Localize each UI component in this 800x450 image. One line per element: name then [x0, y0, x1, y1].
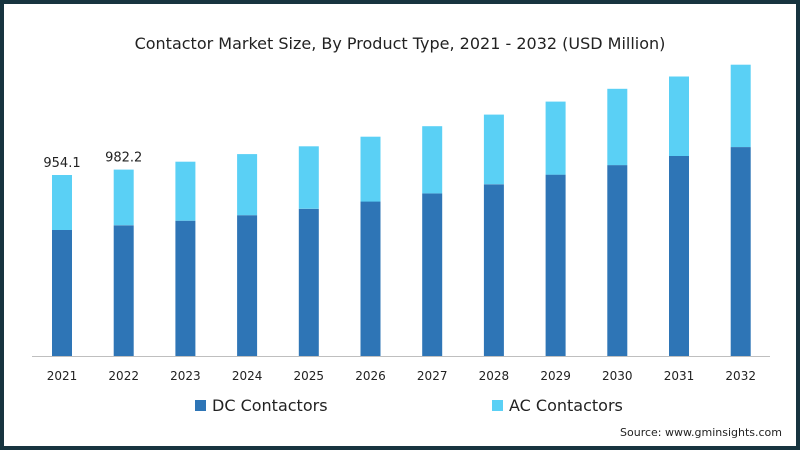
x-tick-labels: 2021 2022 2023 2024 2025 2026 2027 2028 2029 2030… [47, 369, 756, 383]
bar-dc-2021 [52, 230, 72, 356]
bar-layer [52, 64, 751, 356]
bar-ac-2022 [113, 169, 134, 226]
bar-ac-2028 [483, 114, 504, 185]
bar-ac-2030 [607, 88, 628, 166]
data-label-2022: 982.2 [105, 151, 142, 166]
x-tick-2027: 2027 [417, 369, 448, 383]
bar-ac-2032 [730, 64, 751, 147]
bar-ac-2027 [422, 126, 443, 194]
x-tick-2030: 2030 [602, 369, 633, 383]
bar-ac-2024 [237, 154, 258, 216]
x-tick-2023: 2023 [170, 369, 201, 383]
x-tick-2028: 2028 [479, 369, 510, 383]
x-tick-2029: 2029 [540, 369, 571, 383]
bar-dc-2026 [360, 201, 381, 356]
bar-dc-2027 [422, 193, 443, 356]
bar-dc-2024 [237, 215, 258, 356]
data-label-2021: 954.1 [43, 156, 80, 171]
legend-label-dc: DC Contactors [212, 396, 328, 415]
bar-ac-2023 [175, 161, 196, 221]
source-note: Source: www.gminsights.com [620, 426, 782, 439]
legend: DC Contactors AC Contactors [0, 396, 800, 418]
legend-item-dc: DC Contactors [195, 396, 328, 415]
bar-ac-2021 [52, 175, 72, 230]
bar-ac-2025 [298, 146, 319, 209]
bar-dc-2029 [545, 174, 566, 356]
bar-ac-2031 [669, 76, 689, 156]
x-tick-2022: 2022 [108, 369, 139, 383]
legend-swatch-dc [195, 400, 206, 411]
legend-label-ac: AC Contactors [509, 396, 623, 415]
x-tick-2021: 2021 [47, 369, 78, 383]
bar-dc-2032 [730, 147, 751, 356]
bar-ac-2029 [545, 101, 566, 175]
bar-dc-2030 [607, 165, 628, 356]
x-tick-2026: 2026 [355, 369, 386, 383]
x-tick-2031: 2031 [664, 369, 695, 383]
legend-swatch-ac [492, 400, 503, 411]
bar-dc-2028 [483, 184, 504, 356]
data-labels: 954.1 982.2 [43, 151, 142, 171]
legend-item-ac: AC Contactors [492, 396, 623, 415]
x-tick-2032: 2032 [725, 369, 756, 383]
bar-dc-2031 [669, 156, 689, 356]
chart-title: Contactor Market Size, By Product Type, … [134, 34, 666, 53]
bar-dc-2022 [113, 225, 134, 356]
x-tick-2024: 2024 [232, 369, 263, 383]
bar-ac-2026 [360, 136, 381, 202]
x-tick-2025: 2025 [294, 369, 325, 383]
bar-dc-2023 [175, 220, 196, 356]
bar-dc-2025 [298, 208, 319, 356]
